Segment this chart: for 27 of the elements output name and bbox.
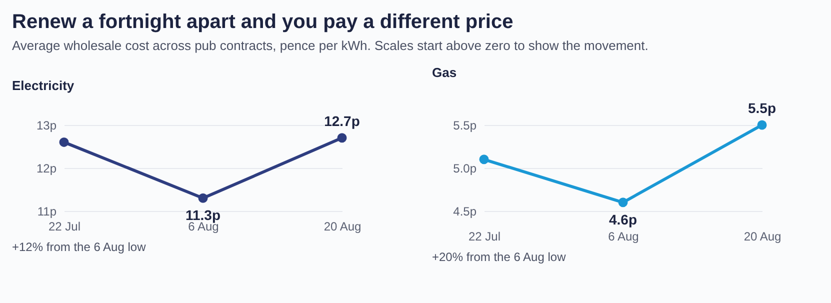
x-tick-label: 6 Aug (608, 230, 639, 244)
x-tick-label: 20 Aug (744, 230, 782, 244)
y-tick-label: 12p (36, 162, 57, 176)
text: Electricity (12, 78, 75, 93)
point (757, 120, 767, 130)
data-label: 4.6p (608, 211, 638, 228)
y-tick-label: 4.5p (453, 204, 477, 218)
point (59, 137, 69, 147)
x-tick-label: 20 Aug (324, 220, 362, 234)
text: Gas (432, 65, 457, 80)
y-tick-label: 5.5p (453, 118, 477, 132)
data-label: 12.7p (324, 112, 360, 129)
point (337, 133, 347, 143)
y-tick-label: 5.0p (453, 162, 477, 176)
data-label: 5.5p (748, 100, 776, 116)
point (479, 154, 489, 164)
text: +12% from the 6 Aug low (12, 240, 146, 254)
chart-title: Renew a fortnight apart and you pay a different price (12, 11, 514, 33)
point (618, 198, 628, 208)
data-label: 11.3p (185, 207, 221, 224)
y-tick-label: 13p (36, 118, 57, 132)
y-tick-label: 11p (37, 204, 57, 218)
chart-subtitle: Average wholesale cost across pub contracts, pence per kWh. Scales start above zero to show the movement. (12, 38, 648, 53)
point (198, 193, 208, 203)
x-tick-label: 22 Jul (468, 230, 501, 244)
text: +20% from the 6 Aug low (432, 250, 566, 264)
x-tick-label: 22 Jul (48, 220, 81, 234)
